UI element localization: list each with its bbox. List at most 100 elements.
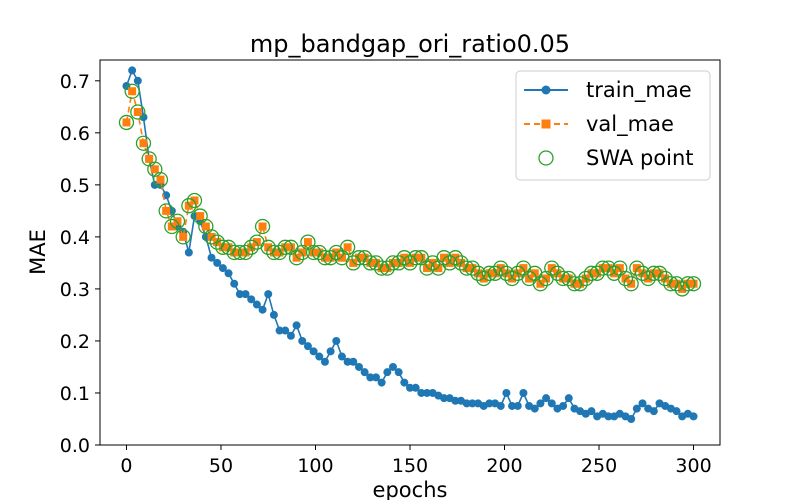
swa-point <box>629 260 645 276</box>
val-mae-point <box>377 264 386 273</box>
train-mae-point <box>224 269 233 278</box>
train-mae-point <box>252 300 261 309</box>
val-mae-point <box>485 269 494 278</box>
train-mae-point <box>349 357 358 366</box>
val-mae-point <box>292 253 301 262</box>
train-mae-point <box>184 248 193 257</box>
val-mae-point <box>559 274 568 283</box>
val-mae-point <box>581 274 590 283</box>
val-mae-point <box>519 264 528 273</box>
train-mae-point <box>530 404 539 413</box>
train-mae-point <box>292 321 301 330</box>
val-mae-point <box>128 87 137 96</box>
y-tick-label: 0.4 <box>60 227 90 249</box>
train-mae-point <box>672 407 681 416</box>
x-tick-label: 0 <box>120 455 132 477</box>
val-mae-point <box>207 232 216 241</box>
train-mae-point <box>689 412 698 421</box>
y-tick-label: 0.6 <box>60 123 90 145</box>
legend-train-marker <box>541 85 551 95</box>
x-tick-label: 200 <box>486 455 522 477</box>
val-mae-point <box>343 243 352 252</box>
val-mae-point <box>598 264 607 273</box>
swa-point <box>419 260 435 276</box>
train-mae-point <box>400 378 409 387</box>
val-mae-point <box>530 269 539 278</box>
train-mae-point <box>513 401 522 410</box>
val-mae-point <box>349 258 358 267</box>
val-mae-point <box>184 201 193 210</box>
swa-point <box>277 239 293 255</box>
train-mae-point <box>423 388 432 397</box>
x-axis-label: epochs <box>373 478 448 500</box>
val-mae-point <box>525 274 534 283</box>
val-mae-point <box>587 269 596 278</box>
swa-point <box>254 218 271 235</box>
train-mae-point <box>354 362 363 371</box>
legend-swa-marker <box>538 150 554 166</box>
train-mae-point <box>337 352 346 361</box>
val-mae-point <box>468 264 477 273</box>
val-mae-point <box>247 243 256 252</box>
val-mae-point <box>218 243 227 252</box>
train-mae-point <box>394 368 403 377</box>
train-mae-point <box>264 290 273 299</box>
train-mae-point <box>281 326 290 335</box>
val-mae-point <box>570 279 579 288</box>
val-mae-point <box>649 269 658 278</box>
train-mae-point <box>542 394 551 403</box>
train-mae-point <box>417 388 426 397</box>
val-mae-point <box>201 222 210 231</box>
y-axis-label: MAE <box>26 229 50 275</box>
y-tick-label: 0.5 <box>60 175 90 197</box>
train-mae-point <box>303 342 312 351</box>
swa-point <box>470 265 486 281</box>
train-mae-point <box>309 347 318 356</box>
val-mae-point <box>400 253 409 262</box>
swa-point <box>487 265 503 281</box>
val-mae-point <box>491 269 500 278</box>
swa-point <box>408 250 424 266</box>
val-mae-point <box>360 253 369 262</box>
train-mae-point <box>286 331 295 340</box>
val-mae-point <box>440 253 449 262</box>
val-mae-point <box>150 165 159 174</box>
val-mae-point <box>230 248 239 257</box>
swa-point <box>464 260 481 276</box>
train-mae-point <box>440 394 449 403</box>
val-mae-point <box>371 258 380 267</box>
swa-point <box>164 218 180 235</box>
swa-point <box>152 172 169 188</box>
val-mae-point <box>264 243 273 252</box>
train-mae-point <box>360 368 369 377</box>
x-tick-label: 250 <box>581 455 617 477</box>
swa-point <box>339 239 356 255</box>
swa-point <box>436 250 452 266</box>
val-mae-point <box>542 274 551 283</box>
val-mae-point <box>547 264 556 273</box>
y-tick-label: 0.3 <box>60 279 90 301</box>
val-mae-point <box>241 248 250 257</box>
chart-title: mp_bandgap_ori_ratio0.05 <box>250 30 570 58</box>
train-mae-point <box>133 76 142 85</box>
swa-point <box>130 104 146 120</box>
swa-point <box>391 255 407 271</box>
train-mae-point <box>564 394 573 403</box>
legend-label-swa-point: SWA point <box>586 146 694 170</box>
y-tick-label: 0.0 <box>60 435 90 457</box>
train-mae-point <box>320 357 329 366</box>
x-tick-label: 300 <box>675 455 711 477</box>
val-mae-point <box>513 269 522 278</box>
train-mae-point <box>241 290 250 299</box>
val-mae-point <box>133 108 142 117</box>
train-mae-point <box>213 258 222 267</box>
train-mae-point <box>502 388 511 397</box>
y-tick-label: 0.2 <box>60 331 90 353</box>
val-mae-point <box>553 269 562 278</box>
swa-point <box>442 255 458 271</box>
train-mae-point <box>627 414 636 423</box>
val-mae-point <box>661 274 670 283</box>
swa-point <box>124 83 140 99</box>
swa-point <box>623 276 639 292</box>
